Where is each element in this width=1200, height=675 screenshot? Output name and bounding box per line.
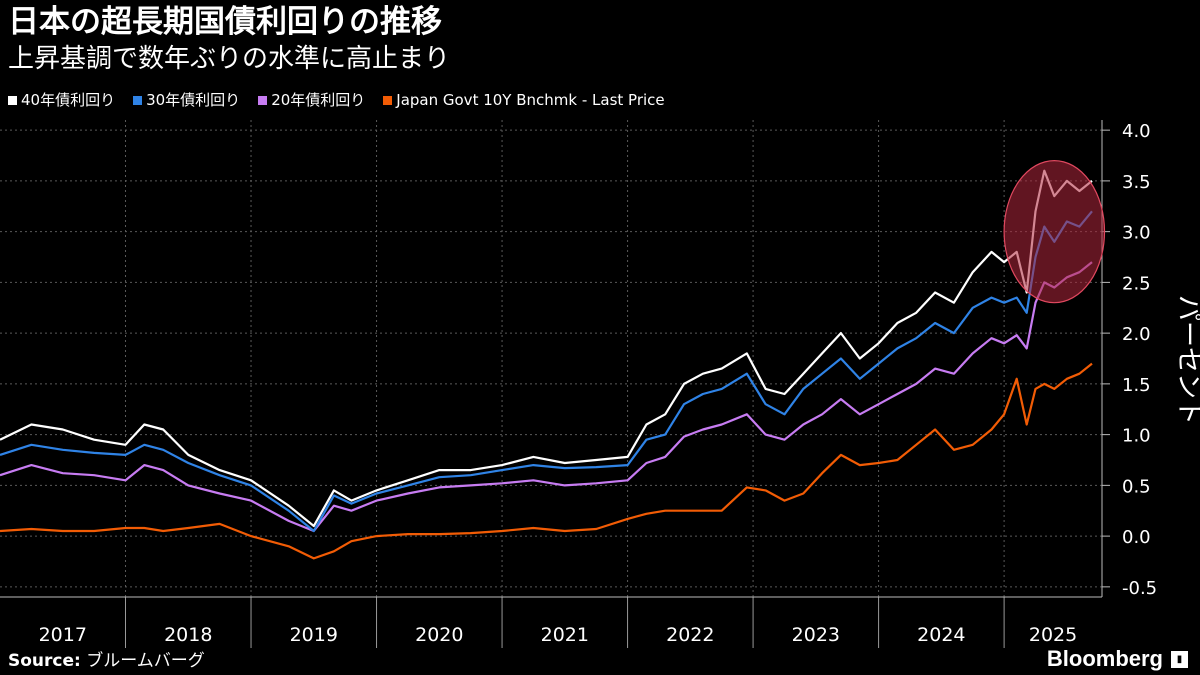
legend-item-10y: Japan Govt 10Y Bnchmk - Last Price: [383, 90, 665, 110]
legend-label-30y: 30年債利回り: [146, 91, 241, 109]
y-tick-label: 0.5: [1122, 476, 1151, 497]
y-tick-label: 2.0: [1122, 324, 1151, 345]
x-tick-label: 2024: [917, 624, 965, 646]
chart-title: 日本の超長期国債利回りの推移: [8, 4, 442, 40]
legend-label-40y: 40年債利回り: [21, 91, 116, 109]
series-line: [0, 210, 1093, 533]
source-note: Source: ブルームバーグ: [8, 650, 205, 672]
x-tick-label: 2025: [1029, 624, 1077, 646]
y-tick-label: 4.0: [1122, 121, 1151, 142]
y-tick-label: 3.0: [1122, 223, 1151, 244]
y-tick-label: 3.5: [1122, 172, 1151, 193]
source-label: Source:: [8, 651, 81, 671]
brand: Bloomberg ▮: [1047, 646, 1188, 672]
legend-item-20y: 20年債利回り: [258, 90, 365, 110]
legend-swatch-10y: [383, 95, 393, 105]
bloomberg-logo-icon: ▮: [1171, 650, 1188, 668]
legend: 40年債利回り 30年債利回り 20年債利回り Japan Govt 10Y B…: [8, 90, 665, 110]
legend-swatch-40y: [8, 95, 17, 105]
source-text: ブルームバーグ: [86, 651, 205, 671]
legend-item-40y: 40年債利回り: [8, 90, 115, 110]
x-tick-label: 2023: [792, 624, 840, 646]
series-line: [0, 362, 1093, 560]
highlight-ellipse: [1003, 159, 1106, 304]
series-line: [0, 261, 1093, 533]
y-tick-label: 0.0: [1122, 527, 1151, 548]
series-line: [0, 169, 1093, 528]
legend-label-10y: Japan Govt 10Y Bnchmk - Last Price: [396, 91, 665, 109]
x-tick-label: 2017: [39, 624, 87, 646]
x-tick-label: 2020: [415, 624, 463, 646]
legend-item-30y: 30年債利回り: [133, 90, 240, 110]
brand-name: Bloomberg: [1046, 646, 1163, 671]
chart-subtitle: 上昇基調で数年ぶりの水準に高止まり: [8, 44, 451, 74]
y-tick-label: 2.5: [1122, 273, 1151, 294]
y-axis-label: パーセント: [1173, 295, 1200, 425]
y-tick-label: -0.5: [1122, 578, 1157, 599]
x-tick-label: 2018: [164, 624, 212, 646]
y-tick-label: 1.5: [1122, 375, 1151, 396]
x-tick-label: 2022: [666, 624, 714, 646]
x-tick-label: 2021: [541, 624, 589, 646]
x-tick-label: 2019: [290, 624, 338, 646]
legend-label-20y: 20年債利回り: [271, 91, 366, 109]
legend-swatch-30y: [133, 95, 143, 105]
y-tick-label: 1.0: [1122, 426, 1151, 447]
legend-swatch-20y: [258, 95, 268, 105]
